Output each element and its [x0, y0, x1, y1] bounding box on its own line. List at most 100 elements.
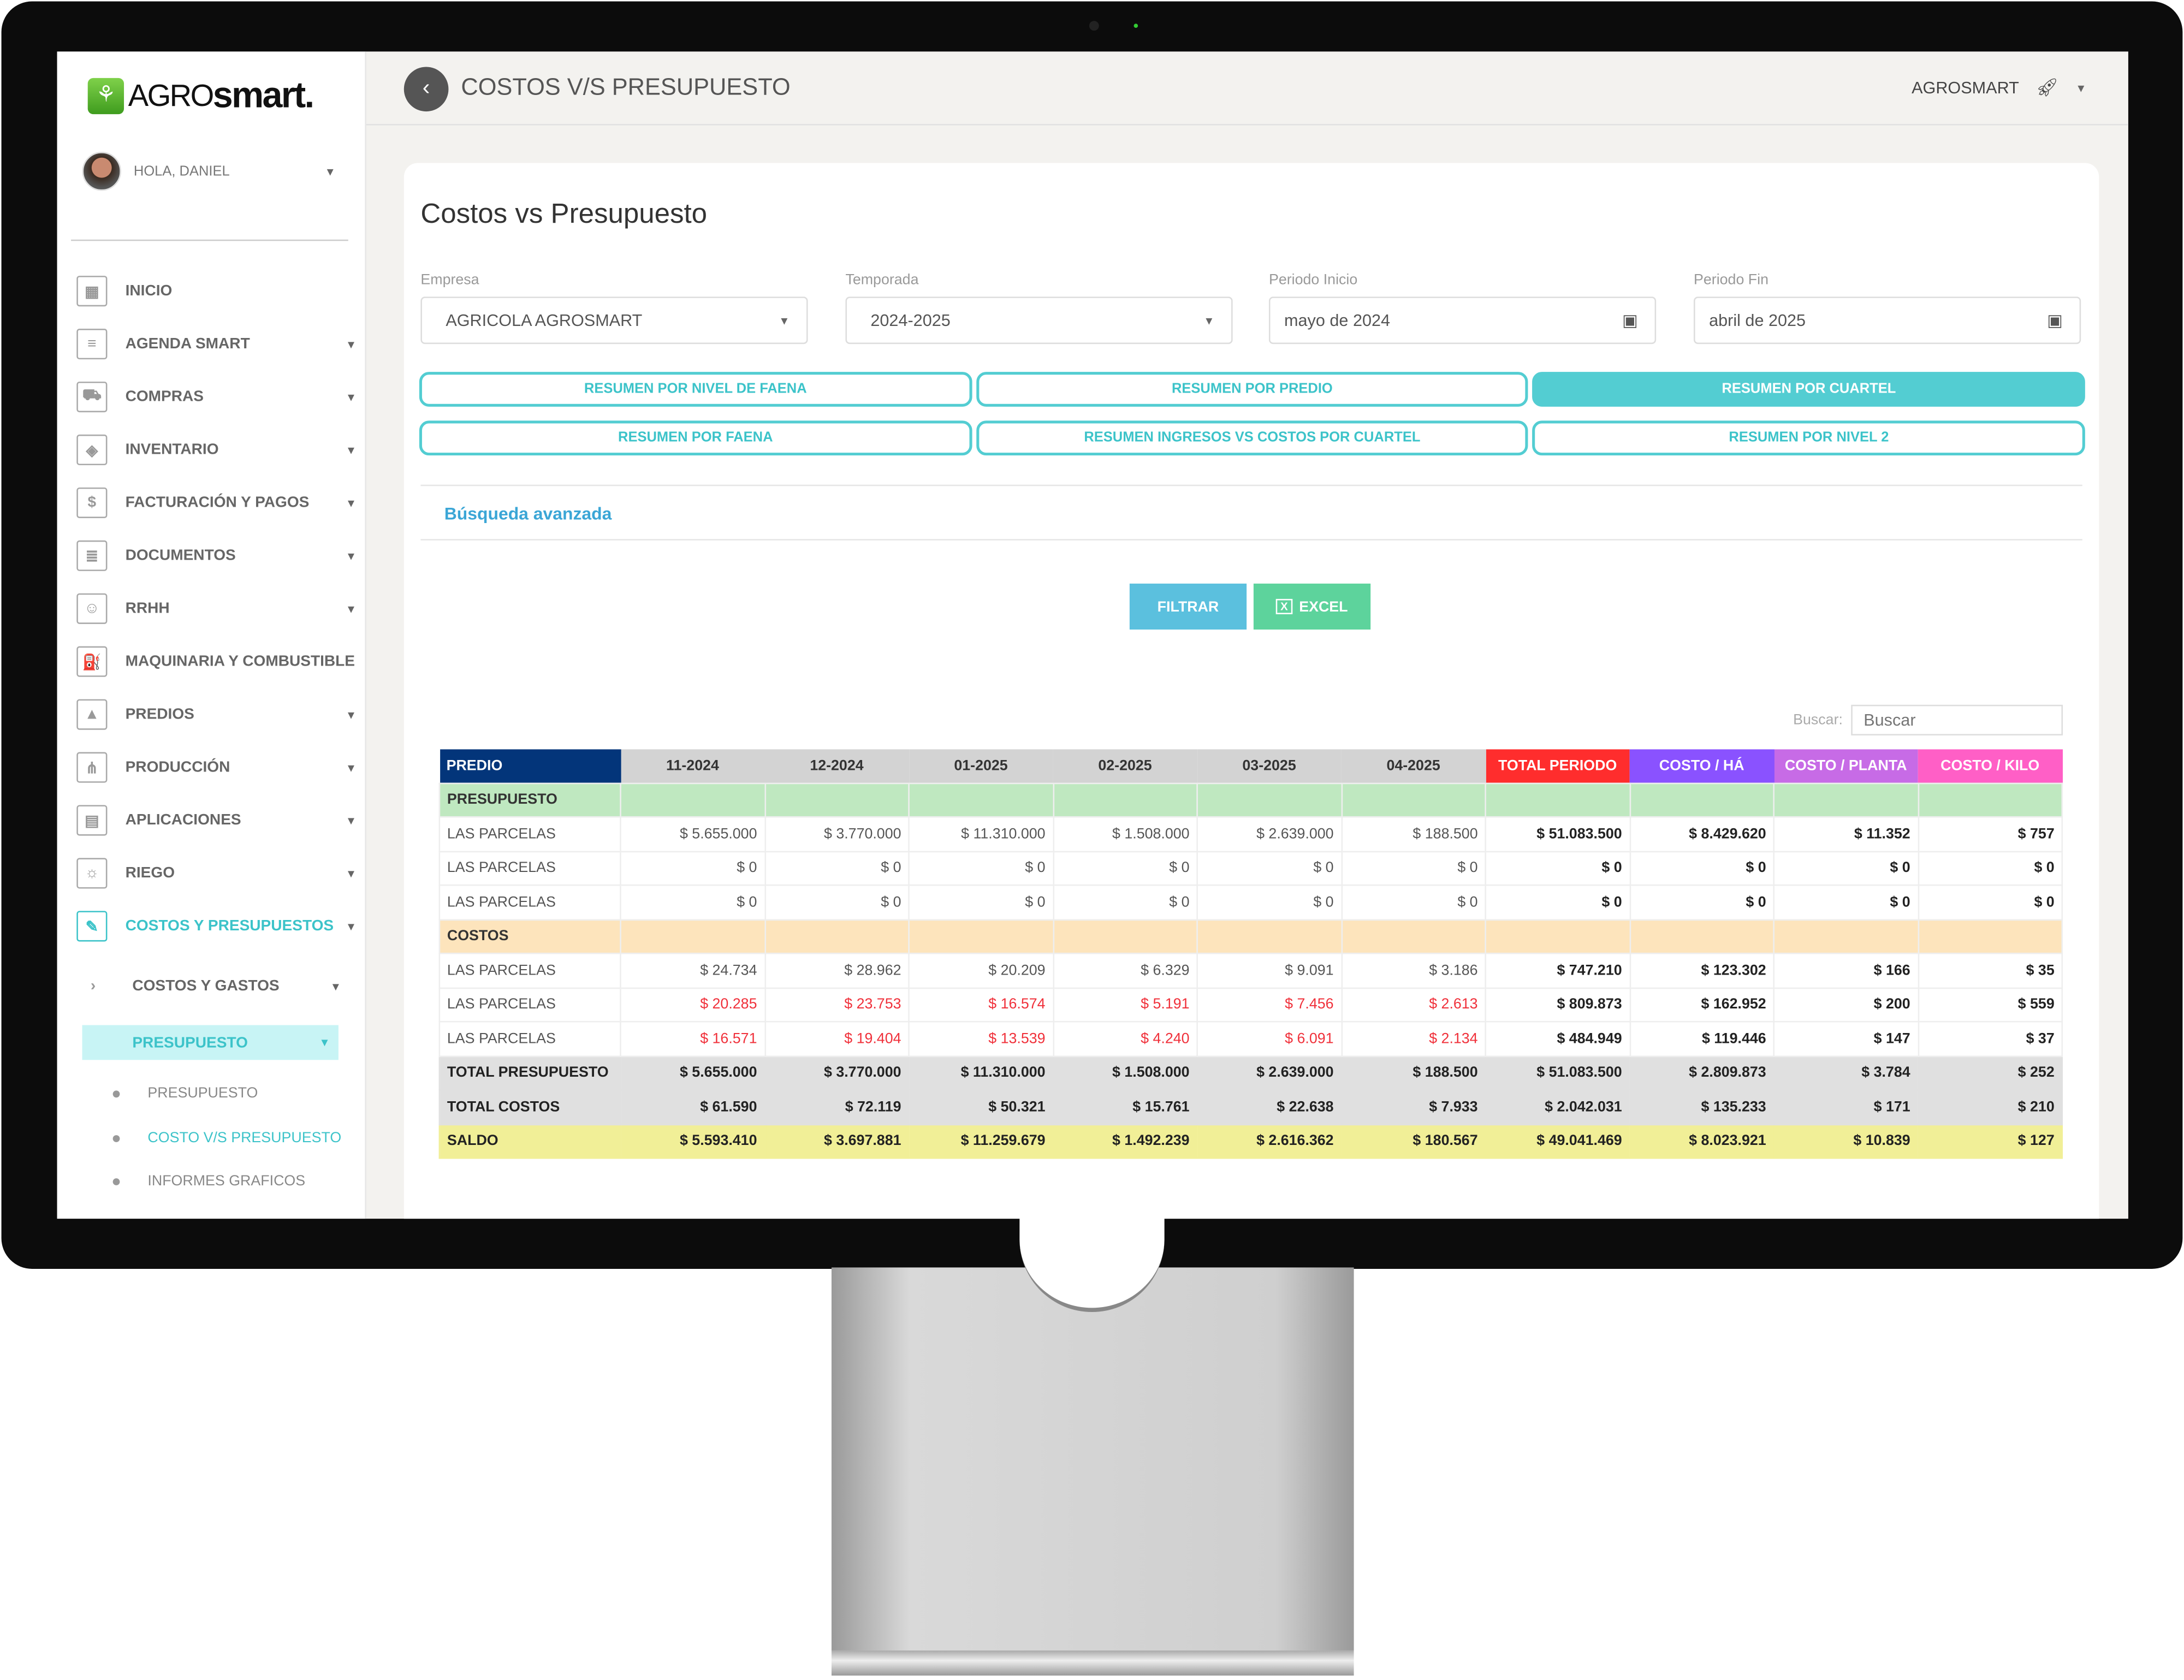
table-cell: $ 147 [1773, 1020, 1919, 1056]
document-icon: ≣ [76, 540, 108, 571]
sidebar-leaf-informes-graficos[interactable]: INFORMES GRAFICOS [112, 1167, 306, 1195]
sidebar-item-aplicaciones[interactable]: ▤ APLICACIONES ▼ [76, 794, 362, 847]
excel-button[interactable]: X EXCEL [1253, 583, 1371, 630]
sidebar-subitem-costos-y-gastos[interactable]: › COSTOS Y GASTOS ▼ [91, 969, 341, 1002]
table-cell: $ 0 [1629, 850, 1775, 886]
temporada-select[interactable]: 2024-2025 ▼ [845, 296, 1233, 345]
table-cell: $ 180.567 [1340, 1123, 1486, 1159]
sidebar-item-inventario[interactable]: ◈ INVENTARIO ▼ [76, 424, 362, 477]
row-label: SALDO [438, 1123, 621, 1159]
back-button[interactable]: ‹ [403, 67, 449, 112]
table-cell: $ 5.191 [1052, 987, 1198, 1023]
table-cell: $ 11.310.000 [908, 1055, 1054, 1091]
sidebar-item-riego[interactable]: ☼ RIEGO ▼ [76, 847, 362, 900]
table-cell: $ 16.574 [908, 987, 1054, 1023]
table-cell: $ 188.500 [1340, 1055, 1486, 1091]
sidebar-item-rrhh[interactable]: ☺ RRHH ▼ [76, 582, 362, 635]
caret-down-icon: ▼ [779, 314, 790, 327]
company-menu[interactable]: AGROSMART 🚀︎ ▼ [1912, 76, 2086, 99]
camera [1089, 21, 1099, 31]
column-header[interactable]: 04-2025 [1341, 749, 1486, 783]
sidebar-item-documentos[interactable]: ≣ DOCUMENTOS ▼ [76, 529, 362, 582]
column-header[interactable]: 03-2025 [1197, 749, 1342, 783]
sidebar-item-label: COSTOS Y PRESUPUESTOS [125, 918, 334, 935]
calendar-icon[interactable]: ▣ [1622, 310, 1638, 330]
monitor-foot [831, 1650, 1354, 1676]
row-label: LAS PARCELAS [438, 816, 621, 852]
table-cell: $ 7.933 [1340, 1089, 1486, 1125]
sidebar-leaf-presupuesto[interactable]: PRESUPUESTO [112, 1079, 258, 1107]
table-cell: $ 72.119 [764, 1089, 910, 1125]
stand-hole [1019, 1212, 1165, 1313]
table-cell: $ 13.539 [908, 1020, 1054, 1056]
table-cell: $ 6.091 [1196, 1020, 1342, 1056]
table-row: LAS PARCELAS $ 16.571 $ 19.404 $ 13.539 $ 4.… [438, 1020, 2063, 1056]
saldo-row: SALDO $ 5.593.410 $ 3.697.881 $ 11.259.679 $… [438, 1123, 2063, 1159]
sidebar-leaf-costo-vs-presupuesto[interactable]: COSTO V/S PRESUPUESTO [112, 1124, 341, 1152]
temporada-field: Temporada 2024-2025 ▼ [845, 271, 1233, 345]
table-cell: $ 2.042.031 [1485, 1089, 1630, 1125]
caret-down-icon: ▼ [345, 761, 357, 774]
sidebar-item-agenda-smart[interactable]: ≡ AGENDA SMART ▼ [76, 318, 362, 371]
agrosmart-logo[interactable]: ⚘ AGRO smart. [87, 74, 314, 117]
table-cell [1917, 782, 2063, 818]
column-header[interactable]: PREDIO [439, 749, 621, 783]
table-cell: $ 35 [1917, 952, 2063, 988]
sidebar-item-compras[interactable]: ⛟ COMPRAS ▼ [76, 371, 362, 424]
table-cell: $ 0 [1917, 850, 2063, 886]
table-cell: $ 8.023.921 [1629, 1123, 1775, 1159]
tab-resumen-ingresos-vs-costos[interactable]: RESUMEN INGRESOS VS COSTOS POR CUARTEL [976, 420, 1529, 456]
cart-icon: ⛟ [76, 381, 108, 413]
column-header[interactable]: COSTO / KILO [1918, 749, 2062, 783]
caret-down-icon: ▼ [345, 708, 357, 721]
column-header[interactable]: 01-2025 [909, 749, 1053, 783]
sidebar-item-inicio[interactable]: ▦ INICIO [76, 265, 362, 318]
table-cell: $ 162.952 [1629, 987, 1775, 1023]
column-header[interactable]: TOTAL PERIODO [1485, 749, 1630, 783]
avatar [82, 152, 121, 191]
tab-resumen-nivel-2[interactable]: RESUMEN POR NIVEL 2 [1532, 420, 2085, 456]
table-cell: $ 0 [1485, 884, 1630, 920]
field-value: AGRICOLA AGROSMART [446, 310, 643, 330]
column-header[interactable]: 11-2024 [620, 749, 765, 783]
column-header[interactable]: COSTO / HÁ [1629, 749, 1774, 783]
user-menu[interactable]: HOLA, DANIEL ▼ [82, 152, 336, 191]
id-card-icon: ☺ [76, 593, 108, 624]
sidebar-item-predios[interactable]: ▲ PREDIOS ▼ [76, 688, 362, 741]
table-cell [1340, 782, 1486, 818]
table-row: LAS PARCELAS $ 5.655.000 $ 3.770.000 $ 11.3… [438, 816, 2063, 852]
sidebar-item-producción[interactable]: ⋔ PRODUCCIÓN ▼ [76, 741, 362, 794]
sidebar-item-costos-y-presupuestos[interactable]: ✎ COSTOS Y PRESUPUESTOS ▼ [76, 900, 362, 953]
sidebar-item-facturación-y-pagos[interactable]: $ FACTURACIÓN Y PAGOS ▼ [76, 476, 362, 529]
tab-resumen-nivel-faena[interactable]: RESUMEN POR NIVEL DE FAENA [419, 372, 972, 407]
leaf-label: INFORMES GRAFICOS [147, 1172, 306, 1190]
sidebar-subitem-presupuesto[interactable]: PRESUPUESTO ▼ [82, 1025, 339, 1060]
periodo-inicio-input[interactable]: mayo de 2024 ▣ [1268, 296, 1657, 345]
column-header[interactable]: 12-2024 [764, 749, 909, 783]
caret-down-icon: ▼ [345, 866, 357, 880]
table-cell: $ 51.083.500 [1485, 816, 1630, 852]
tag-icon: ◈ [76, 434, 108, 466]
column-header[interactable]: 02-2025 [1053, 749, 1197, 783]
table-cell: $ 24.734 [620, 952, 765, 988]
calendar-icon[interactable]: ▣ [2047, 310, 2063, 330]
tab-resumen-faena[interactable]: RESUMEN POR FAENA [419, 420, 972, 456]
sidebar-item-maquinaria-y-combustible[interactable]: ⛽ MAQUINARIA Y COMBUSTIBLE [76, 635, 362, 688]
caret-down-icon: ▼ [330, 979, 341, 993]
search-label: Buscar: [1793, 711, 1843, 729]
periodo-fin-input[interactable]: abril de 2025 ▣ [1694, 296, 2081, 345]
advanced-search-link[interactable]: Búsqueda avanzada [444, 504, 612, 524]
empresa-field: Empresa AGRICOLA AGROSMART ▼ [420, 271, 808, 345]
search-input[interactable] [1851, 704, 2063, 735]
divider [420, 484, 2082, 486]
table-cell: $ 127 [1917, 1123, 2063, 1159]
table-cell: $ 484.949 [1485, 1020, 1630, 1056]
empresa-select[interactable]: AGRICOLA AGROSMART ▼ [420, 296, 808, 345]
page-header-title: COSTOS V/S PRESUPUESTO [461, 74, 791, 100]
tab-resumen-predio[interactable]: RESUMEN POR PREDIO [976, 372, 1529, 407]
table-cell: $ 1.508.000 [1052, 1055, 1198, 1091]
filter-button[interactable]: FILTRAR [1129, 583, 1247, 630]
caret-down-icon: ▼ [345, 919, 357, 933]
tab-resumen-cuartel[interactable]: RESUMEN POR CUARTEL [1532, 372, 2085, 407]
column-header[interactable]: COSTO / PLANTA [1773, 749, 1918, 783]
